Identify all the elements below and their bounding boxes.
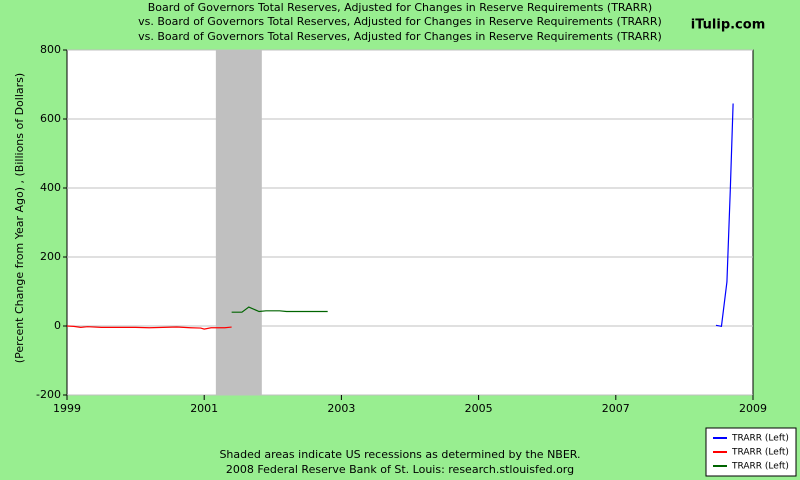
- y-tick-label: 400: [40, 181, 61, 194]
- legend-label: TRARR (Left): [731, 434, 789, 444]
- y-tick-label: -200: [36, 388, 61, 401]
- recession-shade: [215, 50, 262, 395]
- plot-area: [66, 49, 754, 396]
- series-line: [66, 325, 232, 330]
- y-tick-label: 0: [54, 319, 61, 332]
- title-line: vs. Board of Governors Total Reserves, A…: [138, 15, 662, 28]
- x-tick-label: 2005: [465, 402, 493, 415]
- series-line: [231, 306, 328, 313]
- legend-label: TRARR (Left): [731, 448, 789, 458]
- legend-label: TRARR (Left): [731, 462, 789, 472]
- y-axis-label: (Percent Change from Year Ago) , (Billio…: [13, 73, 26, 363]
- watermark: iTulip.com: [691, 18, 766, 33]
- title-line: Board of Governors Total Reserves, Adjus…: [148, 1, 652, 14]
- title-line: vs. Board of Governors Total Reserves, A…: [138, 30, 662, 43]
- x-tick-label: 2001: [190, 402, 218, 415]
- series-line: [715, 103, 734, 328]
- note: 2008 Federal Reserve Bank of St. Louis: …: [226, 463, 574, 476]
- y-tick-label: 800: [40, 43, 61, 56]
- note: Shaded areas indicate US recessions as d…: [219, 448, 580, 461]
- x-tick-label: 2009: [739, 402, 767, 415]
- x-tick-label: 1999: [53, 402, 81, 415]
- x-tick-label: 2007: [602, 402, 630, 415]
- x-tick-label: 2003: [327, 402, 355, 415]
- y-tick-label: 600: [40, 112, 61, 125]
- y-tick-label: 200: [40, 250, 61, 263]
